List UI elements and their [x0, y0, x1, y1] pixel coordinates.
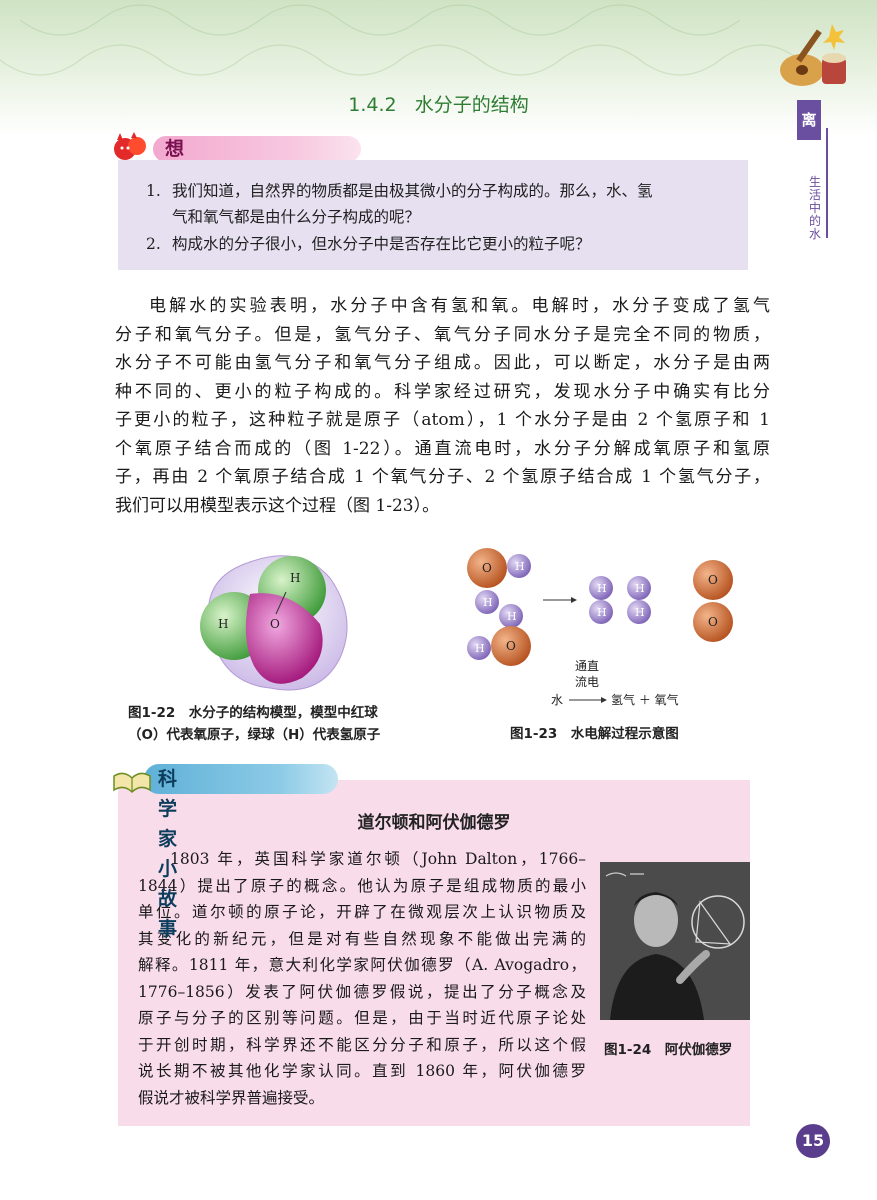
h-top-label: H — [290, 571, 300, 585]
body-paragraph: 电解水的实验表明，水分子中含有氢和氧。电解时，水分子变成了氢气 分子和氧气分子。… — [115, 296, 770, 516]
leaf-pattern — [0, 4, 801, 76]
story-label: 科学家小故事 — [158, 768, 178, 940]
h-left-label: H — [218, 617, 228, 631]
products-label: 氢气 ＋ 氧气 — [611, 692, 679, 707]
h-atom-label: H — [597, 606, 607, 619]
o-label: O — [270, 617, 280, 631]
story-label-pill — [144, 764, 338, 794]
fig23-caption: 图1-23 水电解过程示意图 — [510, 726, 679, 742]
o-atom-label: O — [482, 561, 492, 575]
story-box: 道尔顿和阿伏伽德罗 1803 年，英国科学家道尔顿（John Dalton，17… — [118, 780, 750, 1126]
o-atom-label: O — [708, 615, 718, 629]
section-number: 1.4.2 — [348, 94, 397, 116]
header-band — [0, 0, 877, 135]
h-atom-label: H — [635, 582, 645, 595]
book-icon — [113, 772, 151, 794]
fig22-caption: 图1-22 水分子的结构模型，模型中红球 （O）代表氧原子，绿球（H）代表氢原子 — [128, 705, 381, 743]
think-item-2: 2. 构成水的分子很小，但水分子中是否存在比它更小的粒子呢？ — [146, 235, 591, 253]
side-divider — [826, 128, 828, 238]
h-atom-label: H — [475, 642, 485, 655]
condition-line1: 通直 — [575, 659, 599, 673]
think-label-pill — [153, 136, 361, 162]
h-atom-label: H — [515, 560, 525, 573]
o-atom-label: O — [506, 639, 516, 653]
condition-line2: 流电 — [575, 675, 599, 689]
page-number: 15 — [796, 1124, 830, 1158]
think-item-1: 1. 我们知道，自然界的物质都是由极其微小的分子构成的。那么，水、氢 气和氧气都是… — [146, 182, 653, 226]
electrolysis-diagram: O H H H H O H H H H O O 通直 流电 水 氢气 ＋ 氧气 — [467, 548, 733, 707]
h-atom-label: H — [507, 610, 517, 623]
reactant-label: 水 — [551, 693, 563, 707]
water-molecule-model: H H O — [200, 555, 348, 691]
guitar-drum-icon — [780, 24, 846, 86]
story-title: 道尔顿和阿伏伽德罗 — [357, 813, 511, 833]
avogadro-photo — [600, 862, 750, 1020]
section-title: 1.4.2 水分子的结构 — [0, 90, 877, 117]
think-box: 1. 我们知道，自然界的物质都是由极其微小的分子构成的。那么，水、氢 气和氧气都是… — [118, 160, 748, 270]
o-atom-label: O — [708, 573, 718, 587]
h-atom-label: H — [597, 582, 607, 595]
side-chapter-title: 生活中的水 — [808, 175, 821, 241]
h-atom-label: H — [635, 606, 645, 619]
side-tab: 离 — [797, 100, 821, 140]
devil-face-icon — [114, 132, 146, 160]
section-heading: 水分子的结构 — [414, 94, 529, 116]
h-atom-label: H — [483, 596, 493, 609]
fig24-caption: 图1-24 阿伏伽德罗 — [604, 1042, 733, 1058]
story-text: 1803 年，英国科学家道尔顿（John Dalton，1766– 1844）提… — [138, 850, 586, 1107]
